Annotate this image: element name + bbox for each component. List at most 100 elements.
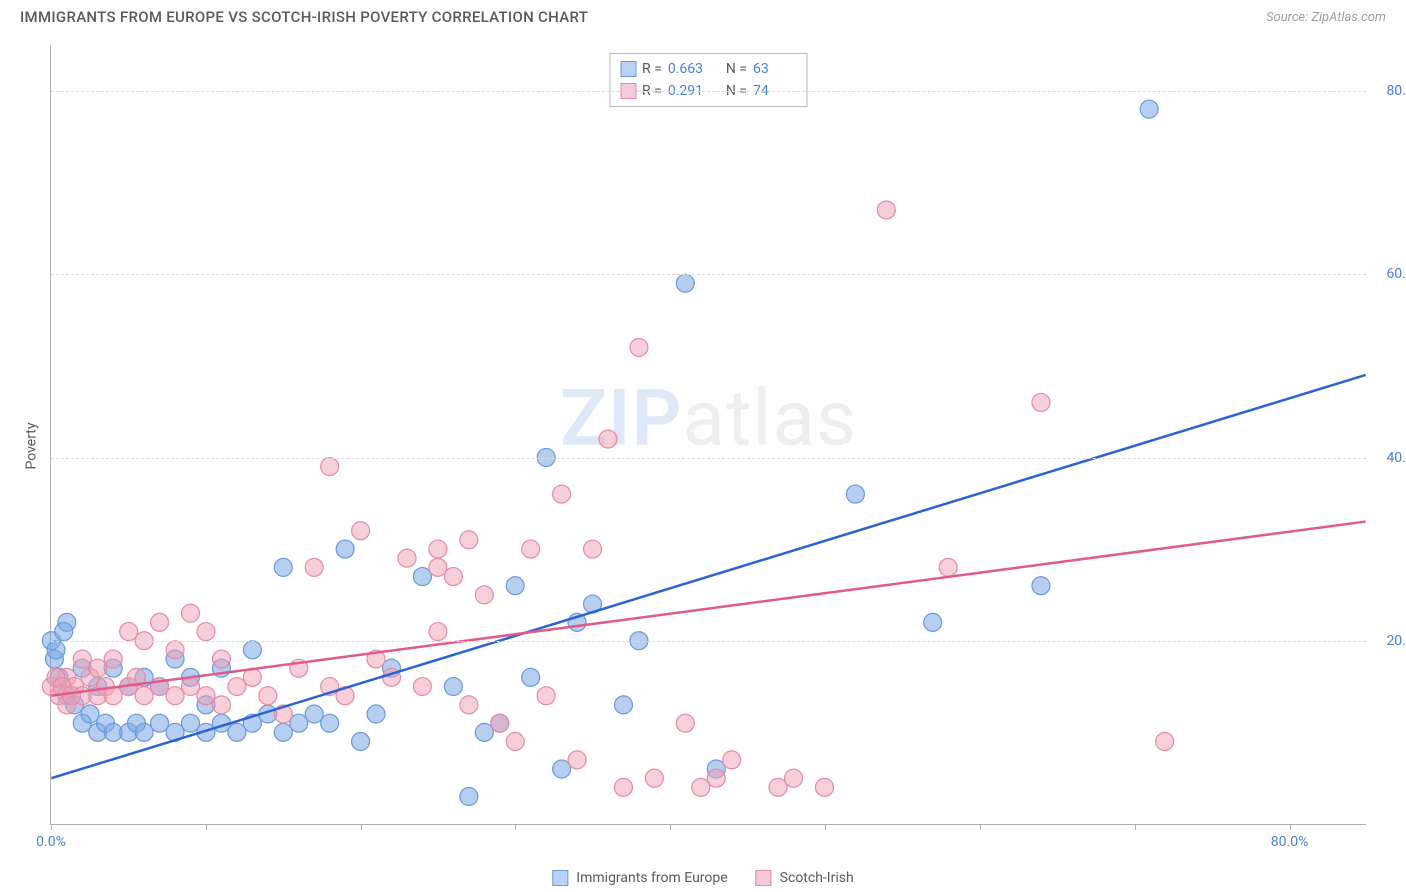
data-point (274, 723, 292, 741)
x-tick-mark (361, 824, 362, 830)
data-point (398, 549, 416, 567)
data-point (182, 714, 200, 732)
data-point (182, 678, 200, 696)
legend-label: Immigrants from Europe (576, 870, 727, 886)
data-point (522, 668, 540, 686)
y-tick-label: 80.0% (1386, 83, 1406, 99)
data-point (166, 687, 184, 705)
data-point (877, 201, 895, 219)
data-point (228, 723, 246, 741)
data-point (553, 485, 571, 503)
data-point (506, 577, 524, 595)
data-point (475, 586, 493, 604)
y-tick-label: 60.0% (1386, 266, 1406, 282)
data-point (321, 714, 339, 732)
data-point (182, 604, 200, 622)
data-point (1140, 100, 1158, 118)
data-point (274, 558, 292, 576)
y-tick-label: 20.0% (1386, 633, 1406, 649)
data-point (614, 696, 632, 714)
data-point (104, 650, 122, 668)
data-point (73, 650, 91, 668)
data-point (676, 714, 694, 732)
data-point (769, 778, 787, 796)
data-point (444, 568, 462, 586)
data-point (460, 788, 478, 806)
data-point (599, 430, 617, 448)
data-point (460, 696, 478, 714)
data-point (553, 760, 571, 778)
data-point (429, 558, 447, 576)
data-point (228, 678, 246, 696)
data-point (413, 568, 431, 586)
data-point (692, 778, 710, 796)
data-point (707, 769, 725, 787)
x-tick-mark (1290, 824, 1291, 830)
legend-item: Immigrants from Europe (552, 870, 727, 886)
scatter-svg (51, 45, 1366, 824)
data-point (522, 540, 540, 558)
data-point (197, 623, 215, 641)
data-point (367, 705, 385, 723)
gridline-horizontal (51, 91, 1366, 92)
gridline-horizontal (51, 274, 1366, 275)
trend-line (51, 375, 1365, 778)
y-axis-label: Poverty (24, 422, 40, 469)
stats-r-value: 0.663 (668, 58, 712, 80)
data-point (924, 613, 942, 631)
x-tick-mark (206, 824, 207, 830)
data-point (939, 558, 957, 576)
x-tick-label: 0.0% (36, 834, 66, 850)
stats-r-label: R = (642, 58, 662, 80)
data-point (645, 769, 663, 787)
data-point (47, 641, 65, 659)
stats-n-label: N = (726, 58, 747, 80)
data-point (614, 778, 632, 796)
data-point (55, 623, 73, 641)
data-point (1156, 733, 1174, 751)
data-point (584, 540, 602, 558)
data-point (352, 733, 370, 751)
data-point (197, 687, 215, 705)
data-point (429, 540, 447, 558)
data-point (321, 458, 339, 476)
data-point (166, 641, 184, 659)
series-legend: Immigrants from Europe Scotch-Irish (552, 870, 853, 886)
data-point (120, 623, 138, 641)
x-tick-mark (51, 824, 52, 830)
x-tick-label: 80.0% (1271, 834, 1309, 850)
data-point (135, 723, 153, 741)
data-point (89, 659, 107, 677)
data-point (290, 714, 308, 732)
source-attribution: Source: ZipAtlas.com (1266, 10, 1386, 25)
legend-item: Scotch-Irish (756, 870, 854, 886)
data-point (135, 687, 153, 705)
data-point (81, 705, 99, 723)
data-point (151, 714, 169, 732)
data-point (305, 558, 323, 576)
x-tick-mark (825, 824, 826, 830)
stats-row: R = 0.663 N = 63 (620, 58, 797, 80)
y-tick-label: 40.0% (1386, 450, 1406, 466)
data-point (568, 751, 586, 769)
data-point (243, 641, 261, 659)
gridline-horizontal (51, 458, 1366, 459)
data-point (491, 714, 509, 732)
data-point (785, 769, 803, 787)
stats-n-value: 63 (753, 58, 797, 80)
data-point (444, 678, 462, 696)
data-point (1032, 393, 1050, 411)
data-point (846, 485, 864, 503)
x-tick-mark (670, 824, 671, 830)
data-point (537, 687, 555, 705)
data-point (151, 613, 169, 631)
x-tick-mark (515, 824, 516, 830)
legend-swatch (756, 870, 772, 886)
data-point (259, 687, 277, 705)
legend-swatch (552, 870, 568, 886)
data-point (815, 778, 833, 796)
data-point (212, 696, 230, 714)
data-point (212, 650, 230, 668)
data-point (630, 338, 648, 356)
data-point (460, 531, 478, 549)
